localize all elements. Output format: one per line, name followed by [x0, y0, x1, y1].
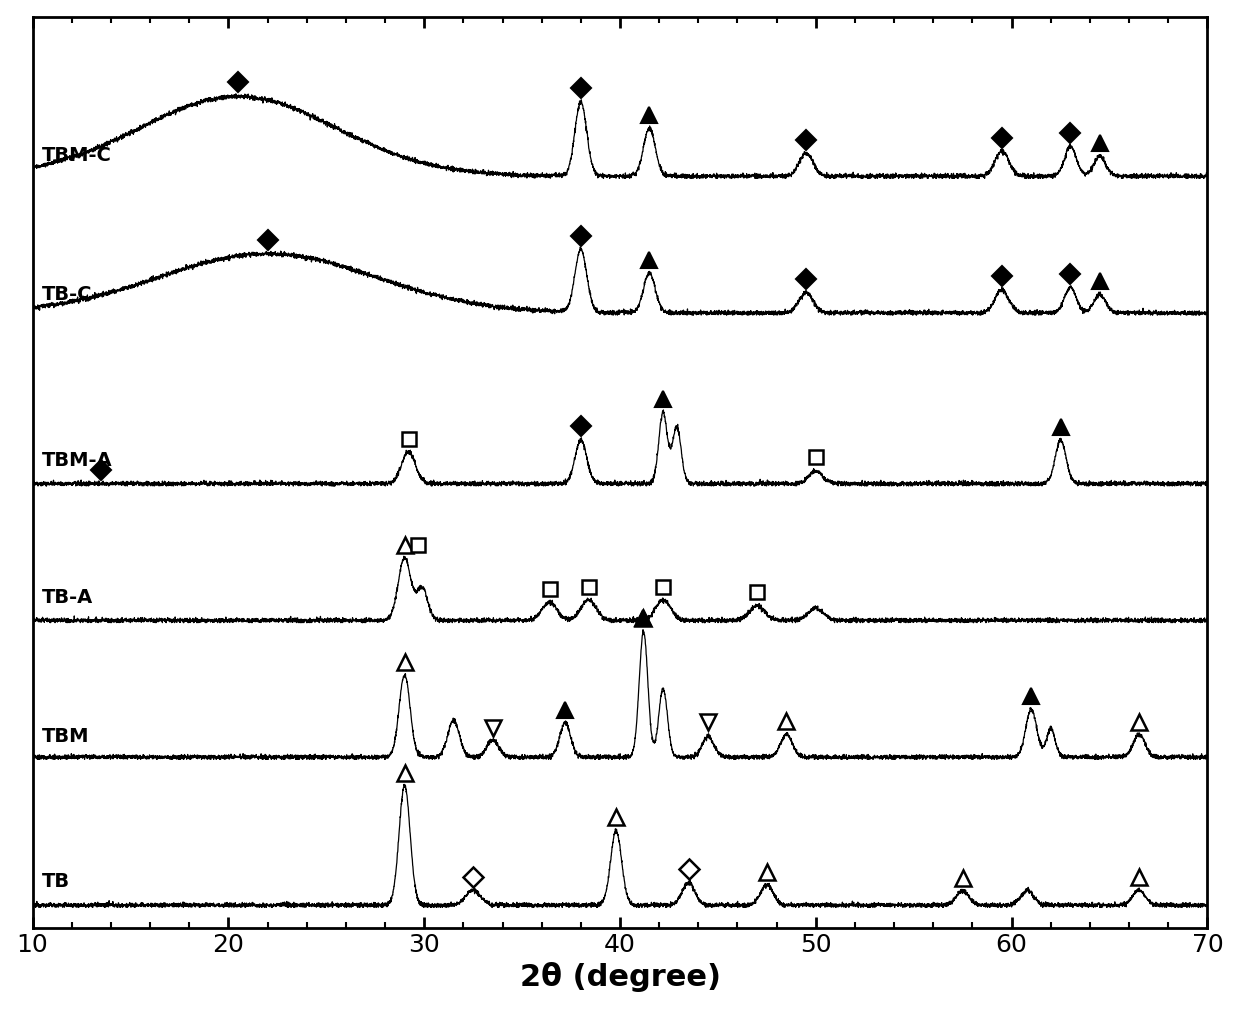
Text: TB-C: TB-C	[42, 285, 93, 304]
Text: TB: TB	[42, 873, 71, 892]
Text: TBM: TBM	[42, 726, 89, 746]
Text: TBM-C: TBM-C	[42, 145, 112, 164]
X-axis label: 2θ (degree): 2θ (degree)	[520, 963, 720, 992]
Text: TB-A: TB-A	[42, 587, 93, 606]
Text: TBM-A: TBM-A	[42, 451, 113, 470]
